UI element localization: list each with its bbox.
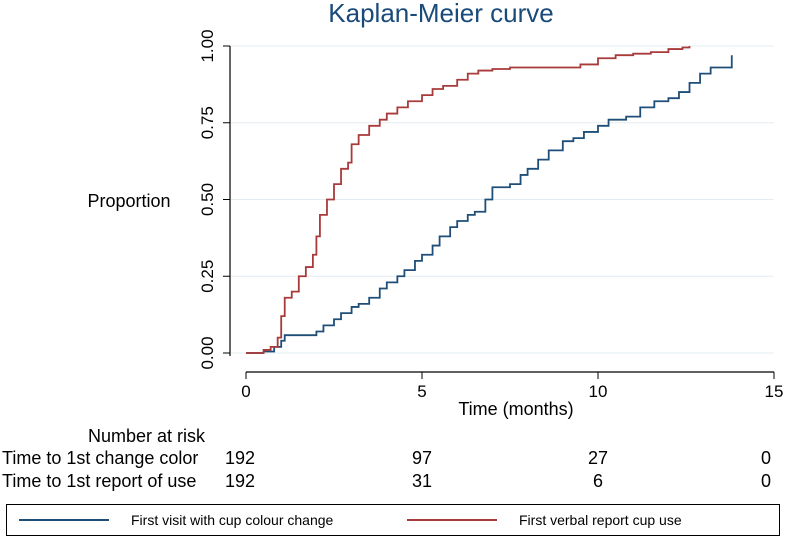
y-tick-label: 0.75	[198, 106, 217, 139]
legend-label-verbal-report: First verbal report cup use	[519, 512, 682, 528]
x-tick-label: 10	[589, 382, 608, 401]
x-tick-label: 0	[241, 382, 250, 401]
x-tick-label: 15	[765, 382, 784, 401]
series-layer	[246, 46, 733, 354]
risk-value: 192	[224, 471, 256, 491]
risk-value: 192	[224, 448, 256, 468]
y-tick-label: 1.00	[198, 29, 217, 62]
risk-row-label: Time to 1st report of use	[2, 471, 197, 491]
y-axis-label: Proportion	[87, 191, 170, 211]
risk-row-label: Time to 1st change color	[2, 448, 199, 468]
risk-value: 0	[760, 471, 771, 491]
legend-label-cup-colour-change: First visit with cup colour change	[131, 512, 334, 528]
y-tick-label: 0.00	[198, 336, 217, 369]
legend: First visit with cup colour change First…	[6, 504, 780, 536]
series-line-1	[246, 46, 691, 354]
gridlines	[231, 45, 774, 354]
legend-swatch-verbal-report	[407, 519, 497, 521]
risk-value: 27	[587, 448, 609, 468]
axes	[229, 46, 774, 373]
x-ticks: 0 5 10 15	[241, 372, 783, 401]
risk-value: 0	[760, 448, 771, 468]
y-tick-label: 0.25	[198, 260, 217, 293]
legend-item-cup-colour-change: First visit with cup colour change	[19, 505, 333, 535]
y-tick-label: 0.50	[198, 183, 217, 216]
chart-title: Kaplan-Meier curve	[328, 0, 553, 28]
series-line-0	[246, 55, 733, 354]
risk-value: 97	[411, 448, 433, 468]
kaplan-meier-chart: Kaplan-Meier curve 0 5 10 15 0.000.250.500.…	[87, 0, 783, 419]
legend-swatch-cup-colour-change	[19, 519, 109, 521]
x-axis-label: Time (months)	[458, 399, 573, 419]
risk-value: 31	[411, 471, 433, 491]
y-ticks: 0.00 0.25 0.50 0.75 1.00	[198, 29, 230, 370]
risk-value: 6	[592, 471, 603, 491]
risk-table-heading: Number at risk	[88, 426, 206, 446]
legend-item-verbal-report: First verbal report cup use	[407, 505, 682, 535]
x-tick-label: 5	[417, 382, 426, 401]
